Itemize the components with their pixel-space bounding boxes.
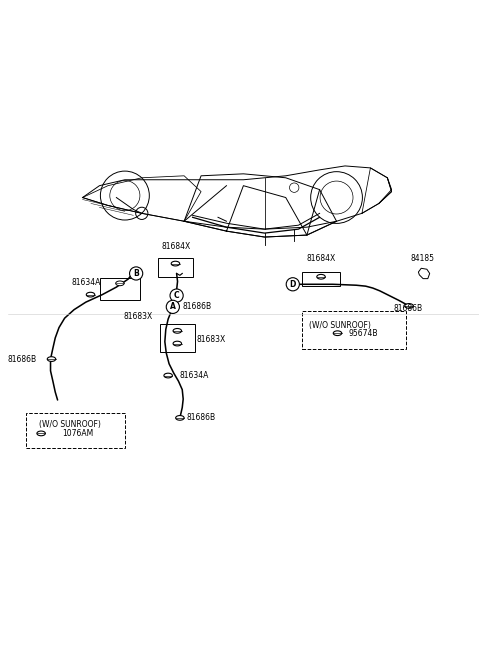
- Circle shape: [130, 267, 143, 280]
- Ellipse shape: [164, 373, 172, 378]
- Ellipse shape: [116, 281, 124, 286]
- Ellipse shape: [171, 261, 180, 266]
- Ellipse shape: [86, 292, 95, 297]
- Text: (W/O SUNROOF): (W/O SUNROOF): [39, 420, 101, 429]
- Bar: [160, 324, 195, 352]
- Text: 81684X: 81684X: [306, 254, 336, 263]
- Text: 81683X: 81683X: [123, 311, 153, 321]
- Text: C: C: [174, 291, 180, 300]
- Circle shape: [170, 289, 183, 302]
- Bar: [100, 278, 140, 300]
- Circle shape: [100, 171, 149, 220]
- Text: 81683X: 81683X: [196, 335, 226, 344]
- Bar: [302, 272, 340, 286]
- Text: 1076AM: 1076AM: [62, 429, 94, 438]
- Ellipse shape: [333, 331, 342, 336]
- Polygon shape: [419, 268, 430, 279]
- Circle shape: [166, 300, 180, 313]
- Ellipse shape: [317, 275, 325, 279]
- Text: 81634A: 81634A: [72, 278, 101, 287]
- Circle shape: [286, 278, 300, 291]
- Text: 81686B: 81686B: [7, 355, 36, 363]
- Ellipse shape: [173, 328, 181, 333]
- Ellipse shape: [37, 431, 45, 436]
- Text: D: D: [289, 280, 296, 289]
- Text: A: A: [170, 302, 176, 311]
- Text: 81634A: 81634A: [180, 371, 209, 380]
- Text: 81686B: 81686B: [182, 302, 211, 311]
- Text: (W/O SUNROOF): (W/O SUNROOF): [309, 321, 371, 330]
- Text: 95674B: 95674B: [349, 328, 378, 338]
- Bar: [158, 258, 193, 277]
- Ellipse shape: [173, 341, 181, 346]
- Text: 81686B: 81686B: [186, 413, 215, 422]
- Circle shape: [311, 171, 362, 223]
- Text: B: B: [133, 269, 139, 278]
- Ellipse shape: [176, 415, 184, 420]
- Text: 84185: 84185: [410, 254, 434, 263]
- Ellipse shape: [47, 357, 56, 361]
- Text: 81686B: 81686B: [394, 304, 423, 313]
- Text: 81684X: 81684X: [161, 242, 190, 251]
- Ellipse shape: [405, 304, 413, 308]
